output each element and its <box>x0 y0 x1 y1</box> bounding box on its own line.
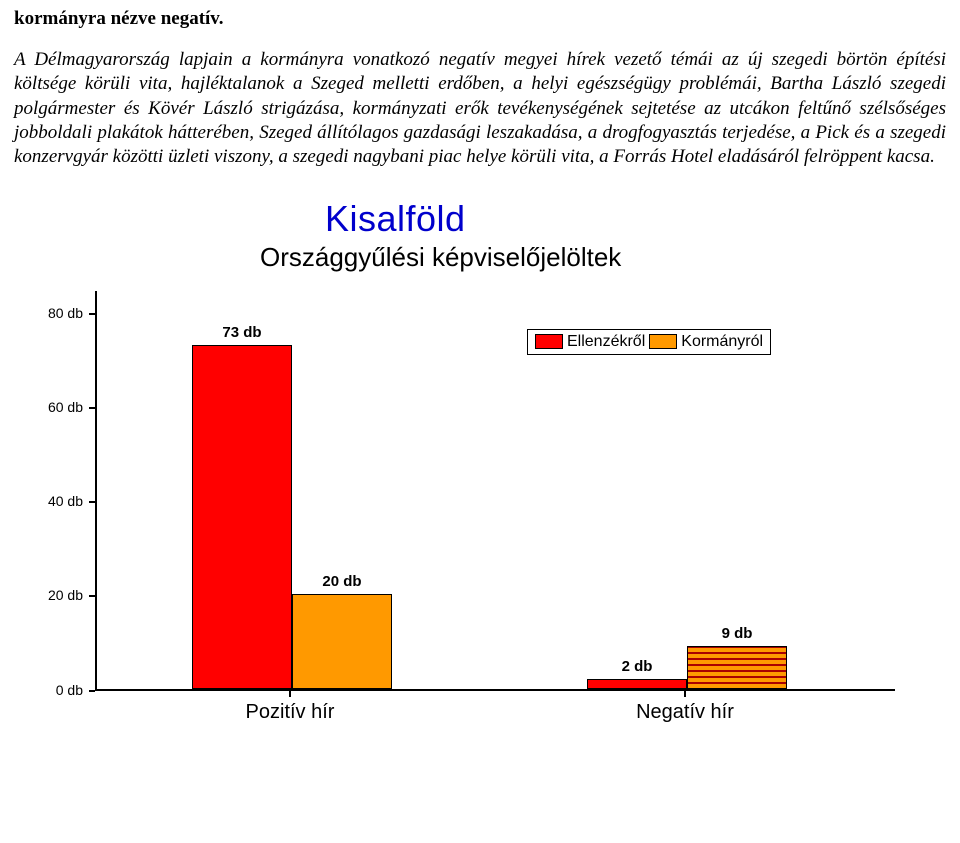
y-tick-label: 80 db <box>35 305 83 321</box>
legend-label: Ellenzékről <box>567 333 645 351</box>
bar-value-label: 9 db <box>687 625 787 642</box>
x-tick-mark <box>289 691 291 697</box>
chart-title: Kisalföld <box>35 198 925 240</box>
legend: Ellenzékről Kormányról <box>527 329 771 355</box>
y-tick-label: 40 db <box>35 493 83 509</box>
x-tick-mark <box>684 691 686 697</box>
y-tick-mark <box>89 313 95 315</box>
y-tick-label: 20 db <box>35 587 83 603</box>
legend-swatch <box>535 334 563 349</box>
legend-swatch <box>649 334 677 349</box>
bar-value-label: 20 db <box>292 573 392 590</box>
y-tick-mark <box>89 407 95 409</box>
y-tick-label: 60 db <box>35 399 83 415</box>
x-axis-label: Negatív hír <box>605 701 765 724</box>
body-paragraph: A Délmagyarország lapjain a kormányra vo… <box>14 48 946 170</box>
bar-value-label: 73 db <box>192 324 292 341</box>
x-axis-label: Pozitív hír <box>210 701 370 724</box>
bar <box>587 679 687 688</box>
bar <box>192 345 292 689</box>
heading-text: kormányra nézve negatív. <box>14 8 946 30</box>
chart-container: Kisalföld Országgyűlési képviselőjelölte… <box>35 198 925 731</box>
y-tick-mark <box>89 690 95 692</box>
y-tick-mark <box>89 595 95 597</box>
plot-area: 73 db 20 db 2 db9 db Ellenzékről Kormányról <box>95 291 895 691</box>
legend-label: Kormányról <box>681 333 763 351</box>
bar <box>687 646 787 688</box>
bar <box>292 594 392 688</box>
chart-subtitle: Országgyűlési képviselőjelöltek <box>35 242 925 273</box>
bar-value-label: 2 db <box>587 658 687 675</box>
y-tick-mark <box>89 501 95 503</box>
y-tick-label: 0 db <box>35 682 83 698</box>
chart-frame: 73 db20 db2 db9 dbEllenzékrőlKormányról … <box>35 291 925 731</box>
